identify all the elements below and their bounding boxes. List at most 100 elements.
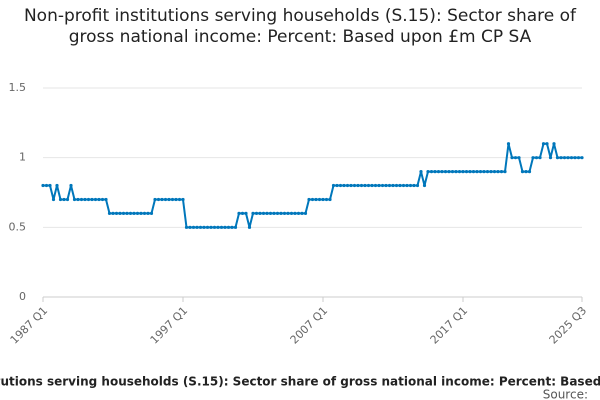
point [422,183,427,188]
point [401,183,406,188]
point [562,156,567,160]
point [447,170,451,174]
point [534,156,539,160]
point [202,225,206,229]
point [195,225,199,229]
point [310,197,315,202]
point [48,183,52,188]
point [272,211,276,215]
point [191,225,196,229]
point [72,197,77,202]
point [569,156,574,160]
point [324,197,329,202]
point [300,211,304,215]
point [468,170,472,174]
point [506,142,511,146]
point [226,225,231,229]
point [303,211,308,215]
point [44,183,49,188]
point [394,183,399,188]
point [317,197,322,202]
point [405,183,409,188]
point [286,211,290,215]
point [485,170,490,174]
point [55,183,59,188]
point [520,170,525,174]
point [335,183,339,188]
point [331,183,336,188]
point [142,211,147,215]
point [170,197,175,202]
point [282,211,287,215]
point [356,183,360,188]
point [566,156,570,160]
point [524,170,528,174]
point [415,183,420,188]
point [163,197,168,202]
point [121,211,126,215]
point [209,225,213,229]
point [426,170,430,174]
point [517,156,521,160]
point [380,183,385,188]
point [436,170,441,174]
point [489,170,493,174]
point [258,211,262,215]
point [345,183,350,188]
point [261,211,266,215]
x-tick-label: 2017 Q1 [428,304,471,347]
point [573,156,577,160]
point [223,225,227,229]
point [370,183,374,188]
x-tick-label: 1987 Q1 [8,304,51,347]
point [69,183,73,188]
point [160,197,164,202]
point [461,170,465,174]
point [433,170,437,174]
point [128,211,133,215]
point [76,197,80,202]
point [174,197,178,202]
point [289,211,294,215]
point [384,183,388,188]
point [114,211,119,215]
point [352,183,357,188]
point [373,183,378,188]
point [111,211,115,215]
point [62,197,66,202]
point [251,211,255,215]
point [366,183,371,188]
point [156,197,161,202]
point [247,225,252,229]
chart-title: Non-profit institutions serving househol… [23,6,577,47]
point [139,211,143,215]
point [492,170,497,174]
point [51,197,56,202]
point [275,211,280,215]
point [580,156,584,160]
point [314,197,318,202]
point [349,183,353,188]
point [545,142,549,146]
point [293,211,297,215]
point [41,183,45,188]
point [268,211,273,215]
point [198,225,203,229]
point [205,225,210,229]
point [419,170,423,174]
point [450,170,455,174]
point [149,211,154,215]
point [244,211,248,215]
source: Source: [543,388,588,400]
point [237,211,241,215]
point [97,197,101,202]
point [555,156,560,160]
point [454,170,458,174]
point [184,225,189,229]
point [359,183,364,188]
point [548,156,553,160]
point [132,211,136,215]
point [90,197,94,202]
